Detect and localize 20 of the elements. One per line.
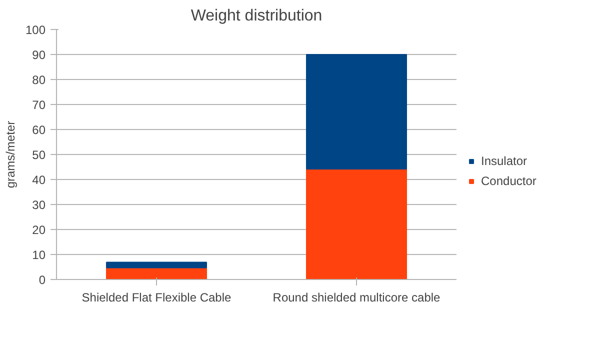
y-tick-label: 10 xyxy=(32,248,46,262)
bar xyxy=(306,168,407,280)
x-tick-label: Round shielded multicore cable xyxy=(272,290,441,304)
y-tick-label: 50 xyxy=(32,148,46,162)
chart-title: Weight distribution xyxy=(190,8,322,24)
y-tick-label: 60 xyxy=(32,123,46,137)
y-axis-title: grams/meter xyxy=(3,120,18,188)
y-tick-label: 70 xyxy=(32,98,46,112)
legend-label: Conductor xyxy=(481,174,536,188)
y-tick-label: 20 xyxy=(32,223,46,237)
bar xyxy=(106,262,207,268)
bar xyxy=(306,54,407,170)
legend-label: Insulator xyxy=(481,154,528,168)
y-tick-label: 80 xyxy=(32,73,46,87)
y-tick-label: 40 xyxy=(32,173,46,187)
y-tick-label: 0 xyxy=(38,273,46,287)
x-tick-label: Shielded Flat Flexible Cable xyxy=(82,290,232,304)
y-tick-label: 100 xyxy=(25,23,46,37)
y-tick-label: 30 xyxy=(32,198,46,212)
y-tick-label: 90 xyxy=(32,48,46,62)
